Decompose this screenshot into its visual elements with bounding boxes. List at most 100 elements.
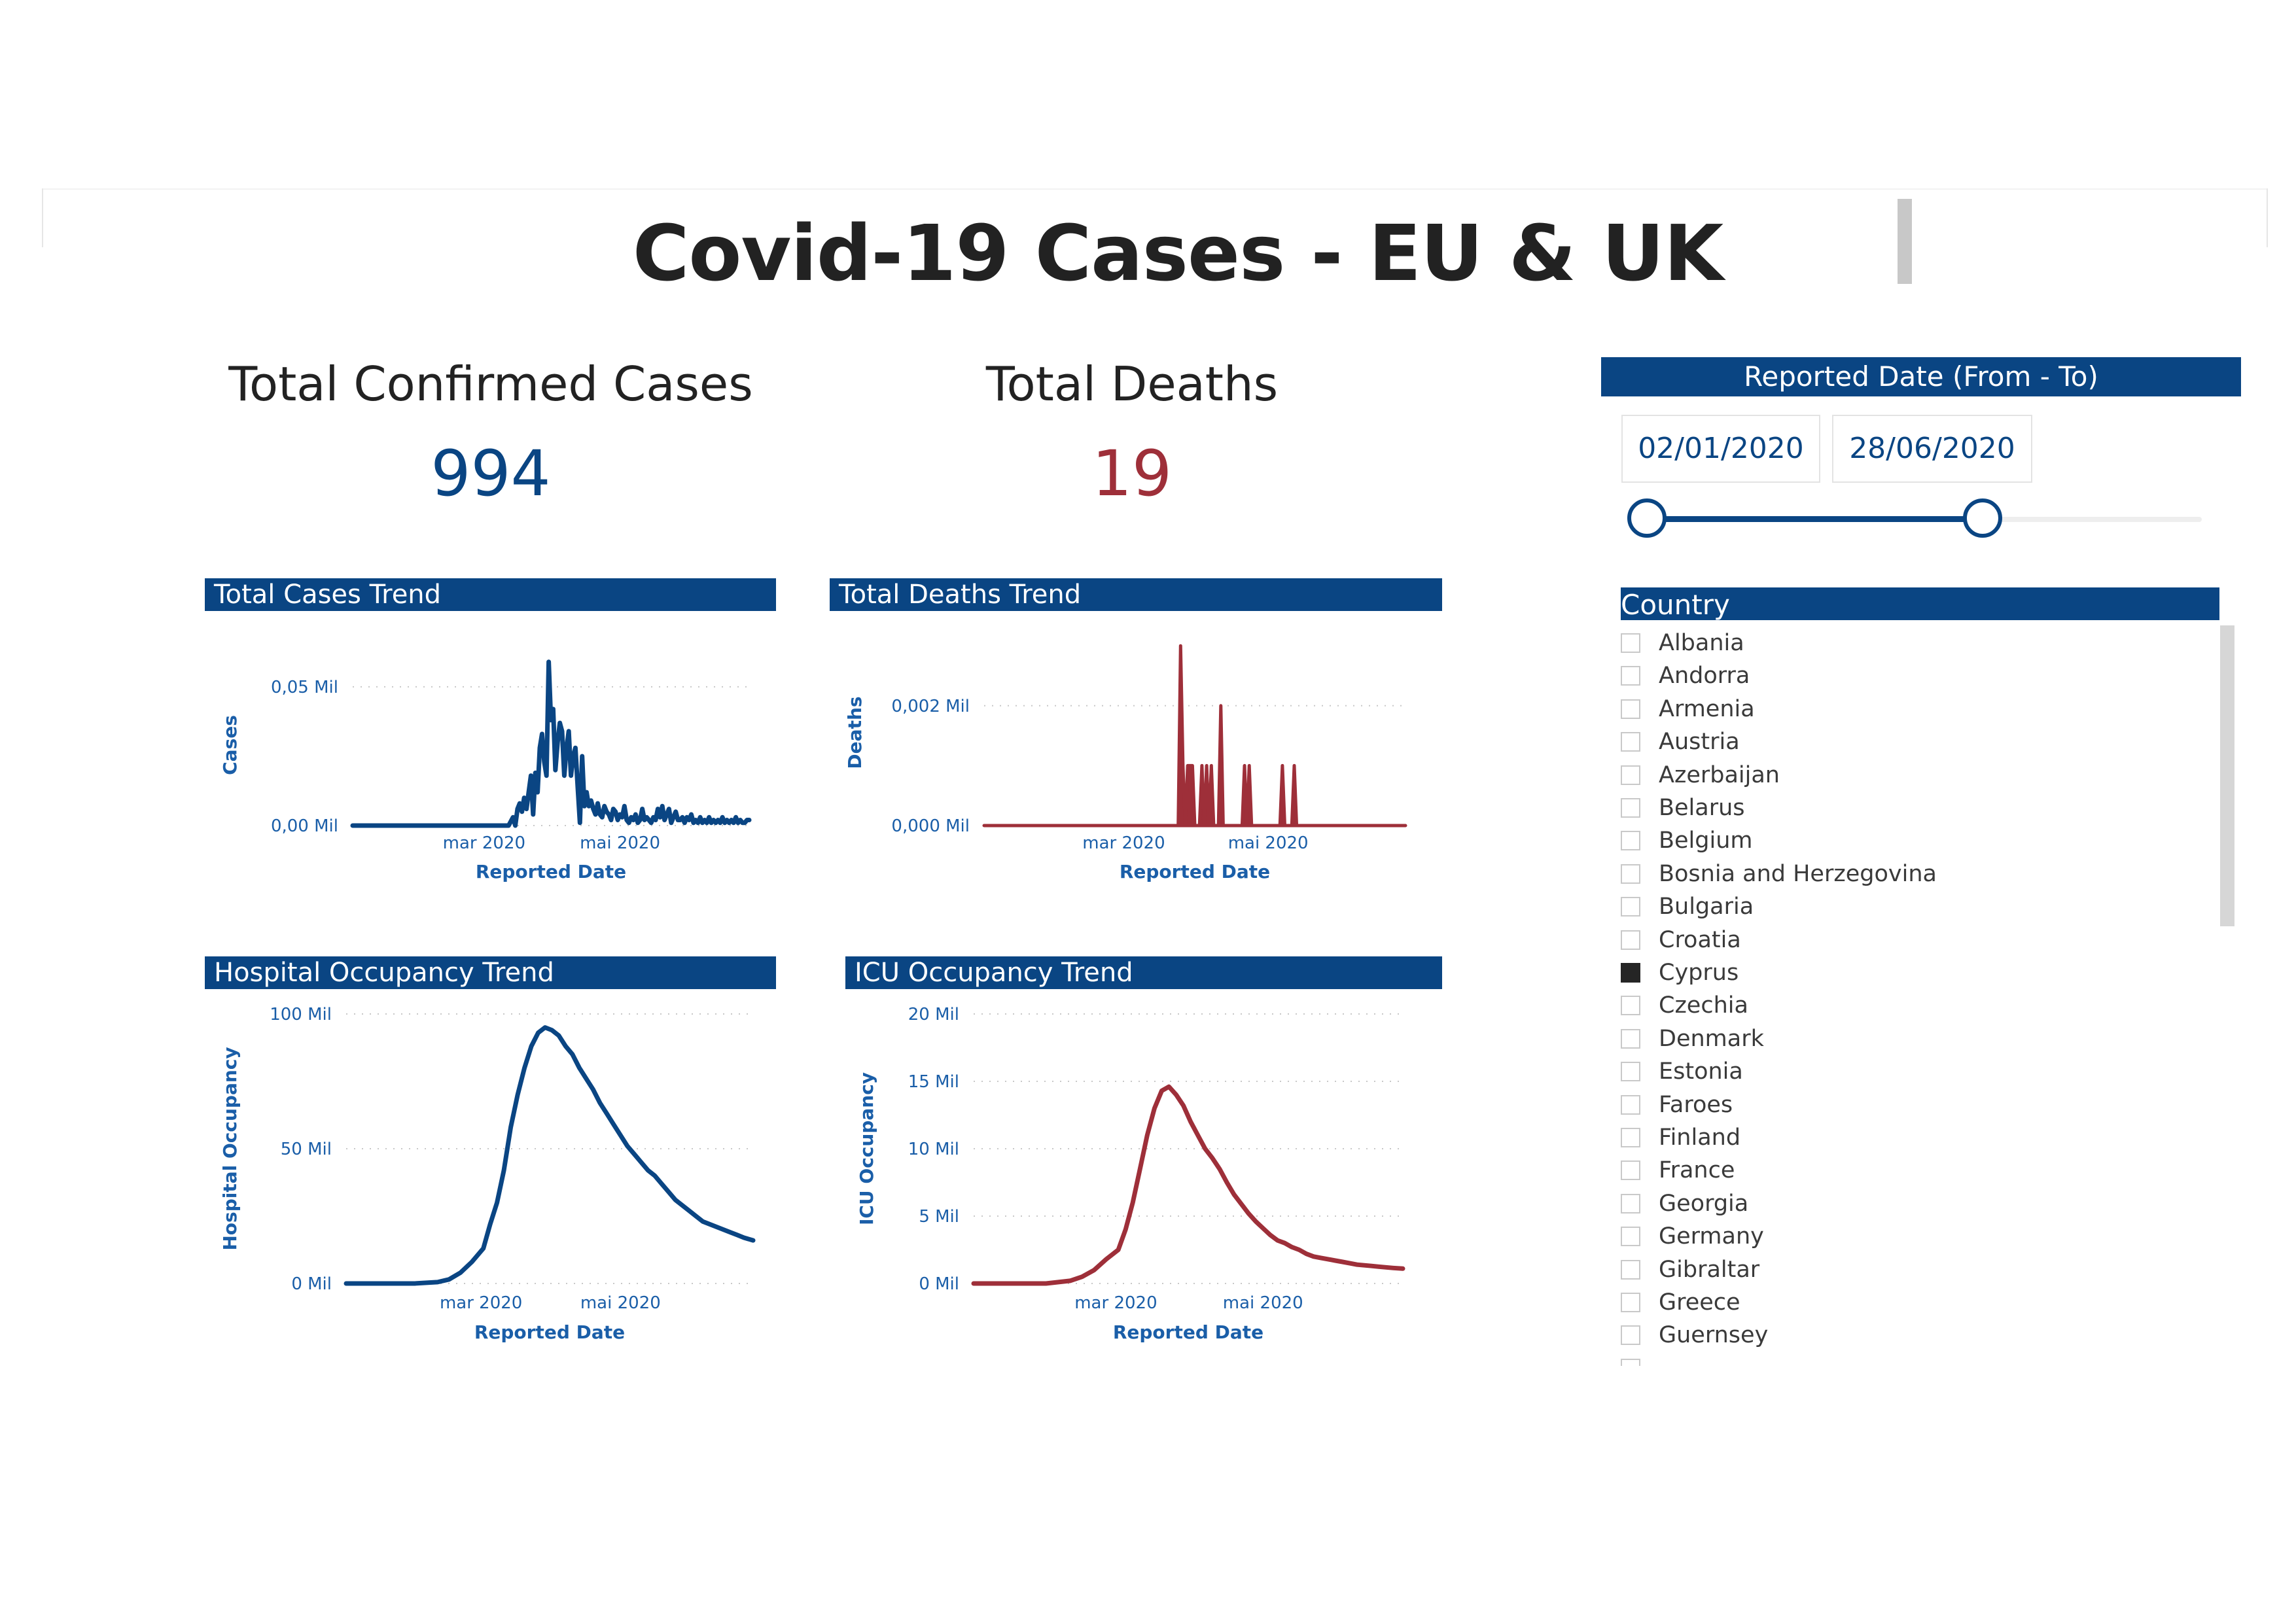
country-item-bulgaria[interactable]: Bulgaria xyxy=(1621,890,2210,923)
country-checkbox[interactable] xyxy=(1621,1358,1640,1366)
country-item-croatia[interactable]: Croatia xyxy=(1621,924,2210,956)
country-item-cyprus[interactable]: Cyprus xyxy=(1621,956,2210,989)
deaths-trend-chart[interactable]: 0,000 Mil 0,002 Mil mar 2020 mai 2020 Report… xyxy=(830,615,1442,903)
country-list-scrollbar[interactable] xyxy=(2220,625,2234,926)
country-checkbox[interactable] xyxy=(1621,1128,1640,1147)
country-item-partial[interactable] xyxy=(1621,1352,2210,1366)
country-checkbox[interactable] xyxy=(1621,633,1640,653)
icu-trend-header: ICU Occupancy Trend xyxy=(845,956,1442,989)
total-cases-value: 994 xyxy=(431,437,551,510)
country-checkbox[interactable] xyxy=(1621,930,1640,950)
country-item-austria[interactable]: Austria xyxy=(1621,725,2210,758)
country-checkbox[interactable] xyxy=(1621,864,1640,884)
country-label: Finland xyxy=(1659,1125,1741,1151)
date-from-input[interactable]: 02/01/2020 xyxy=(1621,415,1820,483)
country-checkbox[interactable] xyxy=(1621,1227,1640,1247)
country-item-azerbaijan[interactable]: Azerbaijan xyxy=(1621,759,2210,792)
country-item-georgia[interactable]: Georgia xyxy=(1621,1187,2210,1220)
series-line[interactable] xyxy=(971,1084,1405,1286)
date-slider-from-handle[interactable] xyxy=(1627,498,1667,538)
country-checkbox[interactable] xyxy=(1621,1161,1640,1181)
country-label: Georgia xyxy=(1659,1190,1749,1217)
country-item-belarus[interactable]: Belarus xyxy=(1621,792,2210,824)
country-item-faroes[interactable]: Faroes xyxy=(1621,1089,2210,1121)
series-line[interactable] xyxy=(350,659,752,828)
country-label: Estonia xyxy=(1659,1058,1743,1085)
deaths-trend-header: Total Deaths Trend xyxy=(830,578,1442,611)
y-tick-label: 0 Mil xyxy=(291,1274,332,1294)
country-checkbox[interactable] xyxy=(1621,1193,1640,1213)
country-item-germany[interactable]: Germany xyxy=(1621,1220,2210,1253)
x-tick-label: mar 2020 xyxy=(440,1293,522,1313)
country-item-estonia[interactable]: Estonia xyxy=(1621,1055,2210,1088)
x-tick-label: mai 2020 xyxy=(1228,833,1309,853)
country-checkbox[interactable] xyxy=(1621,666,1640,686)
date-to-input[interactable]: 28/06/2020 xyxy=(1832,415,2032,483)
y-tick-label: 0 Mil xyxy=(919,1274,959,1294)
icu-trend-chart[interactable]: 0 Mil 5 Mil 10 Mil 15 Mil 20 Mil mar 2020 mai … xyxy=(845,993,1442,1359)
country-label: Croatia xyxy=(1659,926,1741,953)
country-label: Gibraltar xyxy=(1659,1256,1760,1283)
y-tick-label: 10 Mil xyxy=(908,1140,959,1159)
country-item-finland[interactable]: Finland xyxy=(1621,1121,2210,1154)
country-checkbox[interactable] xyxy=(1621,1293,1640,1312)
country-label: Belgium xyxy=(1659,828,1753,854)
country-label: Belarus xyxy=(1659,795,1745,821)
country-item-albania[interactable]: Albania xyxy=(1621,627,2210,659)
y-tick-label: 0,000 Mil xyxy=(891,816,970,836)
country-checkbox[interactable] xyxy=(1621,1325,1640,1346)
country-label: Czechia xyxy=(1659,992,1748,1019)
country-checkbox[interactable] xyxy=(1621,1028,1640,1049)
country-label: Bulgaria xyxy=(1659,894,1754,920)
country-label: Andorra xyxy=(1659,663,1750,689)
total-cases-label: Total Confirmed Cases xyxy=(228,357,753,411)
country-list: Albania Andorra Armenia Austria Azerbaijan Be… xyxy=(1621,627,2219,1366)
hospital-trend-chart[interactable]: 0 Mil 50 Mil 100 Mil mar 2020 mai 2020 Report… xyxy=(205,993,776,1359)
country-item-guernsey[interactable]: Guernsey xyxy=(1621,1319,2210,1352)
country-item-gibraltar[interactable]: Gibraltar xyxy=(1621,1253,2210,1286)
country-item-czechia[interactable]: Czechia xyxy=(1621,989,2210,1022)
hospital-trend-header: Hospital Occupancy Trend xyxy=(205,956,776,989)
country-item-andorra[interactable]: Andorra xyxy=(1621,659,2210,692)
country-checkbox[interactable] xyxy=(1621,1062,1640,1082)
x-axis-title: Reported Date xyxy=(1113,1321,1263,1343)
country-checkbox[interactable] xyxy=(1621,1259,1640,1280)
y-axis-title: Hospital Occupancy xyxy=(219,1047,241,1250)
country-label: Armenia xyxy=(1659,695,1755,722)
title-frame-left xyxy=(42,188,43,247)
dashboard-title: Covid-19 Cases - EU & UK xyxy=(632,208,1723,298)
country-label: Cyprus xyxy=(1659,960,1739,986)
country-item-france[interactable]: France xyxy=(1621,1154,2210,1187)
date-slider-to-handle[interactable] xyxy=(1963,498,2002,538)
y-tick-label: 5 Mil xyxy=(919,1207,959,1227)
y-axis-title: Cases xyxy=(219,715,241,775)
series-area[interactable] xyxy=(982,644,1407,828)
country-label: Denmark xyxy=(1659,1025,1764,1052)
date-slider-range xyxy=(1649,516,1983,522)
y-axis-title: ICU Occupancy xyxy=(856,1072,877,1225)
country-checkbox[interactable] xyxy=(1621,1094,1640,1115)
country-item-greece[interactable]: Greece xyxy=(1621,1286,2210,1319)
country-checkbox[interactable] xyxy=(1621,798,1640,818)
country-item-belgium[interactable]: Belgium xyxy=(1621,824,2210,857)
country-item-denmark[interactable]: Denmark xyxy=(1621,1022,2210,1055)
x-axis-title: Reported Date xyxy=(1120,861,1270,882)
x-tick-label: mai 2020 xyxy=(580,1293,661,1313)
country-item-bosnia-and-herzegovina[interactable]: Bosnia and Herzegovina xyxy=(1621,858,2210,890)
country-slicer-header: Country xyxy=(1621,587,2219,621)
country-checkbox[interactable] xyxy=(1621,699,1640,719)
country-checkbox[interactable] xyxy=(1621,897,1640,917)
total-deaths-value: 19 xyxy=(1091,437,1173,510)
country-checkbox[interactable] xyxy=(1621,996,1640,1016)
title-scroll-marker[interactable] xyxy=(1898,199,1912,284)
country-label: Austria xyxy=(1659,729,1740,756)
country-checkbox[interactable] xyxy=(1621,831,1640,851)
country-checkbox[interactable] xyxy=(1621,765,1640,785)
country-checkbox[interactable] xyxy=(1621,963,1640,983)
country-checkbox[interactable] xyxy=(1621,732,1640,752)
country-label: Greece xyxy=(1659,1289,1740,1316)
total-deaths-label: Total Deaths xyxy=(985,357,1279,411)
series-line[interactable] xyxy=(344,1025,756,1286)
cases-trend-chart[interactable]: 0,00 Mil 0,05 Mil mar 2020 mai 2020 Reported… xyxy=(205,615,776,903)
country-item-armenia[interactable]: Armenia xyxy=(1621,693,2210,725)
